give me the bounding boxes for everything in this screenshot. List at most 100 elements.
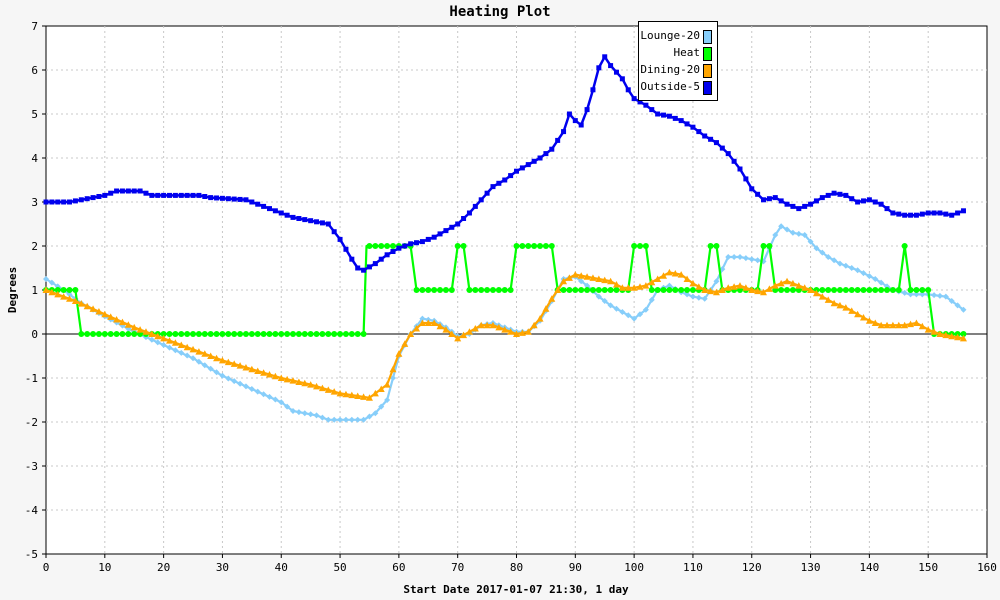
data-point xyxy=(549,146,555,152)
data-point xyxy=(960,208,966,214)
data-point xyxy=(849,196,855,202)
data-point xyxy=(290,408,297,414)
data-point xyxy=(402,243,408,249)
data-point xyxy=(895,287,902,293)
data-point xyxy=(142,328,150,335)
data-point xyxy=(189,345,197,353)
data-point xyxy=(472,203,478,209)
data-point xyxy=(802,203,808,209)
data-point xyxy=(901,321,909,329)
data-point xyxy=(95,331,102,337)
data-point xyxy=(695,294,702,301)
data-point xyxy=(319,331,326,337)
data-point xyxy=(383,381,391,388)
data-point xyxy=(390,249,396,254)
data-point xyxy=(642,282,650,289)
data-point xyxy=(696,129,702,135)
data-point xyxy=(290,331,297,337)
data-point xyxy=(713,243,720,249)
data-point xyxy=(372,410,379,417)
data-point xyxy=(448,330,456,337)
data-point xyxy=(355,265,361,271)
data-point xyxy=(207,352,215,359)
data-point xyxy=(225,196,231,202)
data-point xyxy=(936,292,943,299)
data-point xyxy=(495,287,502,293)
data-point xyxy=(502,177,508,183)
data-point xyxy=(519,165,525,171)
data-point xyxy=(666,287,673,293)
data-point xyxy=(396,245,402,251)
data-point xyxy=(960,331,967,337)
data-point xyxy=(637,243,644,249)
data-point xyxy=(254,331,261,337)
data-point xyxy=(836,287,843,293)
data-point xyxy=(289,377,297,384)
data-point xyxy=(937,210,943,216)
data-point xyxy=(449,224,455,230)
data-point xyxy=(760,288,768,296)
data-point xyxy=(808,201,814,207)
data-point xyxy=(683,275,691,282)
data-point xyxy=(190,355,197,362)
data-point xyxy=(843,192,849,198)
data-point xyxy=(542,305,550,312)
data-point xyxy=(307,331,314,337)
data-point xyxy=(266,206,272,212)
data-point xyxy=(630,284,638,291)
x-tick-label: 110 xyxy=(683,561,703,574)
data-point xyxy=(77,300,85,307)
y-tick-label: 1 xyxy=(31,284,38,297)
data-point xyxy=(784,287,791,293)
data-point xyxy=(48,288,56,296)
data-point xyxy=(66,287,73,293)
y-tick-label: -2 xyxy=(25,416,38,429)
legend-item-dining: Dining-20 xyxy=(640,63,714,78)
data-point xyxy=(618,284,626,291)
data-point xyxy=(889,287,896,293)
data-point xyxy=(107,313,115,320)
data-point xyxy=(795,230,802,237)
data-point xyxy=(155,192,161,198)
data-point xyxy=(401,340,409,347)
data-point xyxy=(408,241,414,247)
data-point xyxy=(902,212,908,218)
data-point xyxy=(571,271,579,278)
data-point xyxy=(531,158,537,164)
data-point xyxy=(349,256,355,262)
data-point xyxy=(948,332,956,340)
data-point xyxy=(784,226,791,233)
data-point xyxy=(166,337,174,344)
x-tick-label: 60 xyxy=(392,561,405,574)
data-point xyxy=(666,113,672,119)
data-point xyxy=(831,287,838,293)
data-point xyxy=(578,122,584,128)
data-point xyxy=(201,362,208,369)
data-point xyxy=(202,194,208,199)
data-point xyxy=(712,288,720,296)
data-point xyxy=(266,331,273,337)
data-point xyxy=(295,331,302,337)
data-point xyxy=(154,339,161,346)
data-point xyxy=(778,287,785,293)
data-point xyxy=(748,286,756,293)
data-point xyxy=(518,329,526,336)
data-point xyxy=(248,386,255,392)
data-point xyxy=(737,166,743,172)
data-point xyxy=(190,192,196,198)
data-point xyxy=(430,319,438,326)
data-point xyxy=(755,191,761,197)
data-point xyxy=(360,331,367,337)
data-point xyxy=(225,331,232,337)
data-point xyxy=(83,302,91,310)
data-point xyxy=(284,212,290,218)
data-point xyxy=(859,314,867,321)
data-point xyxy=(307,381,315,388)
data-point xyxy=(865,317,873,324)
data-point xyxy=(231,331,238,337)
data-point xyxy=(43,199,49,205)
data-point xyxy=(331,416,338,423)
data-point xyxy=(866,197,872,203)
data-point xyxy=(907,291,914,298)
data-point xyxy=(214,195,220,201)
